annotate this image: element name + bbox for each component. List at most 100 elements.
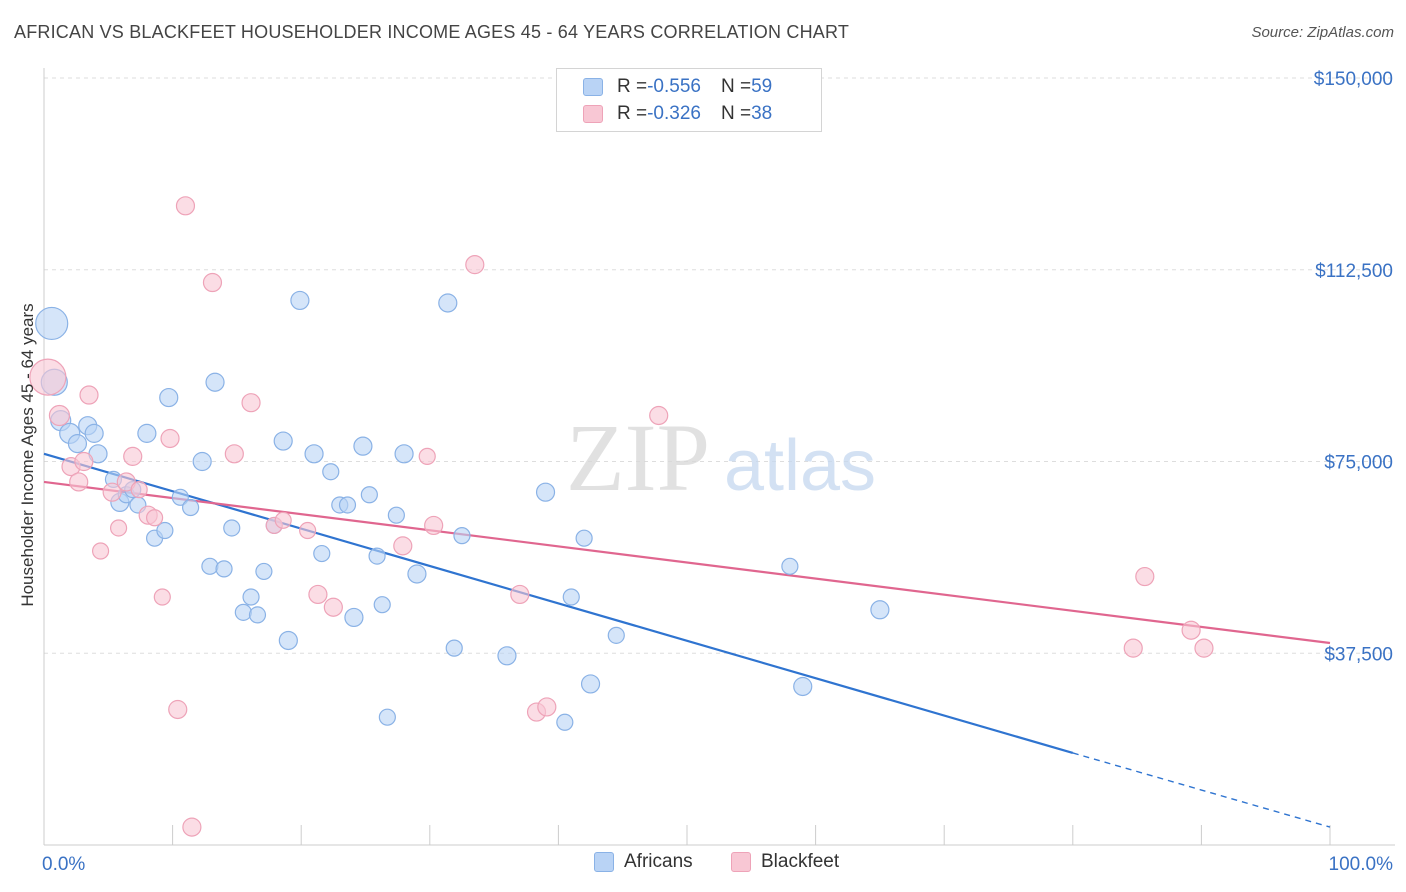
blackfeet-point-27 (393, 536, 413, 556)
africans-trend-line (43, 452, 1074, 755)
blackfeet-point-6 (91, 542, 110, 560)
african-point-49 (497, 646, 517, 666)
x-tick-label-0: 0.0% (42, 854, 85, 875)
blackfeet-point-30 (465, 255, 485, 275)
african-point-17 (171, 488, 189, 506)
legend-row-blackfeet: R = -0.326 N = 38 (583, 102, 772, 126)
blackfeet-point-34 (649, 405, 669, 426)
africans-r-label: R = (617, 76, 648, 97)
x-tick-label-1: 100.0% (1329, 854, 1394, 875)
african-point-46 (438, 293, 458, 313)
blackfeet-point-24 (299, 521, 317, 540)
source-label: Source: ZipAtlas.com (1251, 24, 1394, 41)
axes (43, 68, 1395, 846)
african-point-40 (368, 547, 386, 565)
watermark-atlas: atlas (724, 426, 876, 506)
blackfeet-point-4 (74, 451, 94, 472)
y-tick-labels: $37,500 $75,000 $112,500 $150,000 (1314, 69, 1393, 665)
chart-title: AFRICAN VS BLACKFEET HOUSEHOLDER INCOME … (14, 22, 850, 42)
x-tick-labels: 0.0% 100.0% (42, 854, 1393, 875)
african-point-23 (223, 519, 241, 537)
blackfeet-point-17 (175, 196, 196, 216)
african-point-38 (353, 436, 373, 456)
african-point-33 (313, 544, 331, 563)
blackfeet-point-37 (1181, 620, 1201, 640)
blackfeet-n-value: 38 (751, 103, 773, 124)
african-point-6 (84, 423, 104, 443)
african-point-39 (360, 486, 378, 504)
african-point-47 (445, 639, 463, 657)
legend-item-blackfeet[interactable]: Blackfeet (731, 851, 839, 873)
african-point-48 (453, 527, 471, 545)
african-point-54 (580, 674, 601, 694)
african-point-16 (159, 387, 179, 408)
africans-legend-label: Africans (624, 851, 693, 872)
blackfeet-point-23 (274, 511, 292, 529)
african-point-21 (205, 372, 225, 392)
y-tick-label-3: $150,000 (1314, 69, 1393, 90)
legend-row-africans: R = -0.556 N = 59 (583, 75, 772, 99)
blackfeet-point-0 (29, 358, 67, 396)
blackfeet-point-15 (160, 428, 180, 449)
blackfeet-point-14 (153, 588, 171, 606)
y-tick-label-0: $37,500 (1324, 644, 1393, 665)
african-point-58 (870, 600, 890, 620)
african-point-31 (290, 290, 310, 311)
blackfeet-point-10 (123, 446, 143, 466)
watermark-zip: ZIP (566, 404, 710, 511)
blackfeet-point-5 (79, 385, 99, 405)
africans-r-value: -0.556 (647, 76, 701, 97)
african-point-32 (304, 444, 324, 464)
african-point-13 (137, 423, 157, 443)
blackfeet-point-8 (109, 519, 128, 537)
blackfeet-r-value: -0.326 (647, 103, 701, 124)
african-point-55 (607, 626, 625, 644)
africans-n-value: 59 (751, 76, 773, 97)
african-point-57 (793, 676, 813, 697)
trend-lines (43, 452, 1331, 828)
african-point-42 (378, 708, 396, 726)
african-point-27 (255, 562, 273, 581)
african-point-53 (556, 713, 574, 731)
blackfeet-point-31 (510, 584, 530, 605)
y-tick-label-2: $112,500 (1315, 261, 1393, 282)
legend-item-africans[interactable]: Africans (594, 851, 693, 873)
african-point-26 (248, 606, 267, 624)
series-legend: Africans Blackfeet (0, 851, 1406, 877)
african-point-51 (562, 588, 580, 606)
african-point-52 (575, 529, 593, 547)
african-point-34 (322, 463, 340, 481)
blackfeet-point-1 (48, 404, 71, 427)
african-point-4 (67, 434, 88, 454)
african-point-19 (192, 451, 212, 472)
african-point-41 (373, 596, 391, 614)
african-point-30 (278, 630, 298, 651)
blackfeet-point-18 (182, 817, 202, 837)
african-point-25 (242, 588, 260, 606)
african-point-36 (338, 496, 357, 514)
blackfeet-point-21 (241, 393, 261, 413)
african-point-18 (182, 498, 200, 517)
blackfeet-point-29 (424, 515, 444, 536)
y-axis-label: Householder Income Ages 45 - 64 years (18, 303, 37, 607)
blackfeet-r-label: R = (617, 103, 648, 124)
blackfeet-point-13 (145, 509, 164, 527)
african-point-45 (407, 564, 427, 584)
blackfeet-point-28 (418, 447, 436, 465)
blackfeet-legend-swatch (731, 852, 751, 872)
african-point-0 (35, 306, 69, 341)
blackfeet-point-25 (308, 584, 328, 605)
african-point-50 (535, 482, 556, 502)
blackfeet-point-19 (202, 272, 223, 293)
data-points (29, 196, 1214, 837)
african-point-22 (215, 560, 233, 578)
blackfeet-point-35 (1123, 638, 1143, 658)
blackfeet-n-label: N = (720, 103, 752, 124)
african-point-43 (387, 506, 405, 524)
blackfeet-point-38 (1194, 638, 1214, 658)
y-tick-label-1: $75,000 (1324, 453, 1393, 474)
blackfeet-point-26 (323, 597, 343, 617)
blackfeet-trend-line (43, 480, 1331, 645)
blackfeet-point-20 (224, 444, 244, 464)
